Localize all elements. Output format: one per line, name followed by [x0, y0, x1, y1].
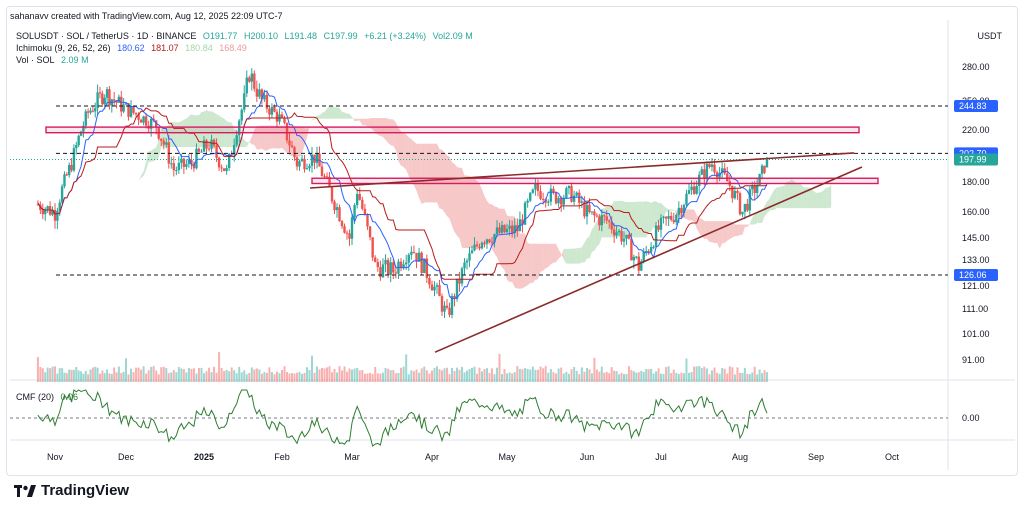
symbol-legend[interactable]: SOLUSDT · SOL / TetherUS · 1D · BINANCE …	[16, 31, 477, 41]
ichimoku-spanB-value: 168.49	[219, 43, 247, 53]
ichimoku-legend[interactable]: Ichimoku (9, 26, 52, 26) 180.62 181.07 1…	[16, 43, 251, 53]
ichimoku-tenkan-value: 180.62	[117, 43, 145, 53]
symbol-name[interactable]: SOLUSDT · SOL / TetherUS · 1D · BINANCE	[16, 31, 197, 41]
ichimoku-spanA-value: 180.84	[185, 43, 213, 53]
volume-legend[interactable]: Vol · SOL 2.09 M	[16, 55, 93, 65]
chart-frame[interactable]	[6, 6, 1018, 476]
tradingview-wordmark: TradingView	[41, 482, 130, 499]
tradingview-logo[interactable]: TradingView	[14, 482, 129, 499]
volume-readout: Vol2.09 M	[432, 31, 473, 41]
price-change: +6.21 (+3.24%)	[364, 31, 427, 41]
cmf-value: 0.06	[60, 392, 79, 402]
tradingview-logo-icon	[14, 484, 36, 497]
ichimoku-label[interactable]: Ichimoku (9, 26, 52, 26)	[16, 43, 111, 53]
ohlc-close: C197.99	[323, 31, 358, 41]
ichimoku-kijun-value: 181.07	[151, 43, 179, 53]
ohlc-low: L191.48	[284, 31, 318, 41]
ohlc-high: H200.10	[243, 31, 278, 41]
cmf-legend[interactable]: CMF (20) 0.06	[16, 392, 82, 402]
volume-value: 2.09 M	[61, 55, 89, 65]
price-axis-title: USDT	[977, 31, 1003, 41]
chart-header: sahanavv created with TradingView.com, A…	[10, 11, 283, 21]
volume-label[interactable]: Vol · SOL	[16, 55, 55, 65]
cmf-label[interactable]: CMF (20)	[16, 392, 54, 402]
ohlc-open: O191.77	[202, 31, 238, 41]
